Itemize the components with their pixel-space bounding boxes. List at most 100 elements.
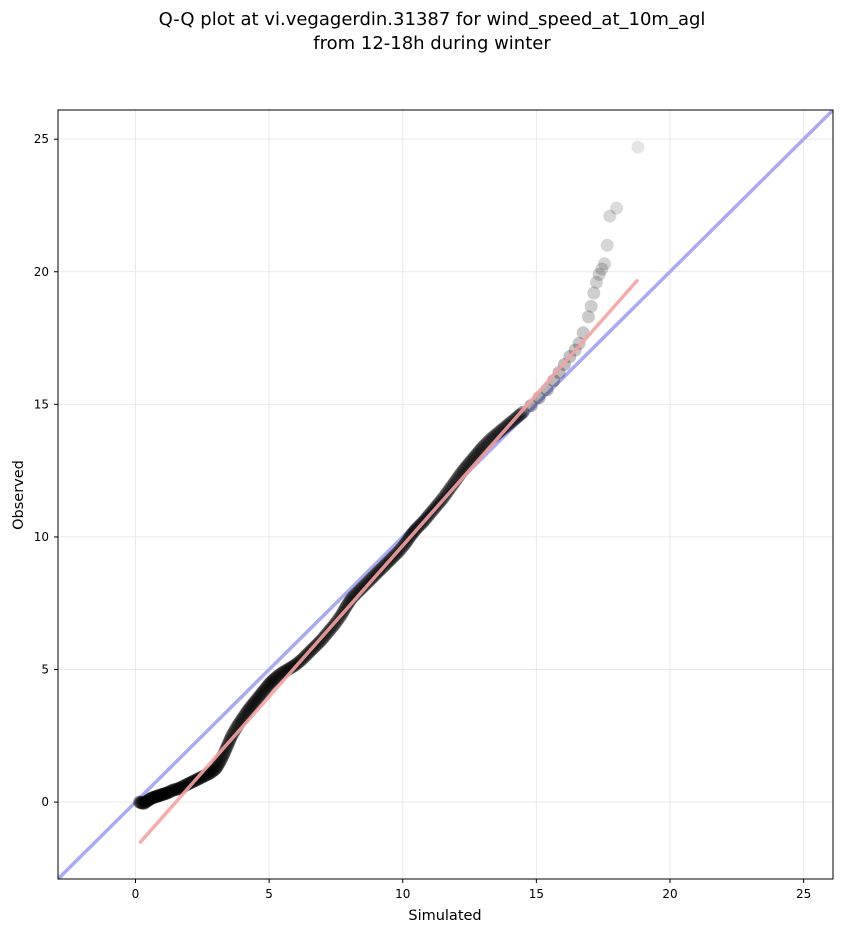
axis-ticks: 0 5 10 15 20 25 0 5 10 15 20 25 (34, 132, 812, 901)
qq-point (262, 677, 276, 691)
qq-point (352, 584, 366, 598)
qq-point (589, 275, 603, 289)
qq-point (210, 760, 224, 774)
qq-point (441, 485, 455, 499)
qq-point (581, 310, 595, 324)
qq-point (358, 578, 372, 592)
qq-point (158, 787, 172, 801)
qq-point (154, 788, 168, 802)
qq-point (265, 674, 279, 688)
qq-point (219, 743, 233, 757)
qq-point (203, 766, 217, 780)
qq-point (151, 789, 165, 803)
qq-point (205, 765, 219, 779)
qq-point (246, 697, 260, 711)
qq-point (266, 673, 280, 687)
qq-point (242, 702, 256, 716)
qq-point (211, 759, 225, 773)
qq-point (259, 680, 273, 694)
qq-point (254, 687, 268, 701)
qq-point (250, 692, 264, 706)
grid (58, 110, 833, 879)
qq-point (342, 595, 356, 609)
qq-point (494, 424, 508, 438)
qq-point (213, 755, 227, 769)
qq-point (136, 796, 150, 810)
chart-title-line-1: Q-Q plot at vi.vegagerdin.31387 for wind… (159, 9, 706, 30)
qq-point (147, 790, 161, 804)
qq-point (552, 366, 566, 380)
y-tick-label: 20 (34, 265, 49, 279)
qq-point (226, 726, 240, 740)
qq-point (340, 599, 354, 613)
qq-point (157, 787, 171, 801)
qq-point (284, 661, 298, 675)
qq-point (357, 579, 371, 593)
qq-point (286, 660, 300, 674)
qq-point (141, 794, 155, 808)
y-tick-label: 5 (41, 663, 49, 677)
qq-point (341, 597, 355, 611)
qq-point (496, 422, 510, 436)
qq-point (145, 791, 159, 805)
qq-point (584, 299, 598, 313)
plot-area (58, 110, 833, 879)
qq-point (592, 267, 606, 281)
qq-point (249, 694, 263, 708)
x-tick-label: 10 (395, 887, 410, 901)
x-tick-label: 0 (132, 887, 140, 901)
qq-point (167, 783, 181, 797)
qq-point (140, 794, 154, 808)
qq-point (137, 796, 151, 810)
qq-point (353, 583, 367, 597)
plot-frame (57, 109, 834, 880)
qq-point (267, 672, 281, 686)
qq-point (271, 669, 285, 683)
qq-point (253, 689, 267, 703)
qq-point (206, 764, 220, 778)
qq-point (171, 782, 185, 796)
qq-point (139, 795, 153, 809)
qq-point (144, 792, 158, 806)
qq-point (160, 786, 174, 800)
qq-point (155, 788, 169, 802)
qq-point (194, 771, 208, 785)
qq-point (166, 783, 180, 797)
qq-point (212, 757, 226, 771)
qq-point (159, 786, 173, 800)
qq-point (251, 690, 265, 704)
qq-point (165, 784, 179, 798)
qq-point (152, 789, 166, 803)
qq-point (587, 286, 601, 300)
x-tick-label: 20 (662, 887, 677, 901)
qq-point (162, 785, 176, 799)
qq-point (173, 781, 187, 795)
qq-point (225, 729, 239, 743)
qq-point (148, 790, 162, 804)
qq-point (245, 699, 259, 713)
y-tick-label: 10 (34, 530, 49, 544)
qq-point (263, 676, 277, 690)
qq-point (169, 783, 183, 797)
qq-point (603, 209, 617, 223)
qq-point (247, 695, 261, 709)
y-tick-label: 15 (34, 397, 49, 411)
qq-point (156, 787, 170, 801)
qq-point (209, 762, 223, 776)
qq-point (143, 792, 157, 806)
x-tick-label: 15 (529, 887, 544, 901)
qq-point (595, 262, 609, 276)
chart-title-line-2: from 12-18h during winter (313, 33, 551, 54)
qq-point (274, 666, 288, 680)
qq-point (241, 704, 255, 718)
fit-line (138, 278, 640, 845)
x-axis-label: Simulated (408, 908, 481, 924)
qq-point (243, 700, 257, 714)
qq-point (258, 682, 272, 696)
qq-point (610, 201, 624, 215)
qq-point (207, 763, 221, 777)
qq-point (150, 789, 164, 803)
qq-point (261, 679, 275, 693)
qq-point (170, 782, 184, 796)
